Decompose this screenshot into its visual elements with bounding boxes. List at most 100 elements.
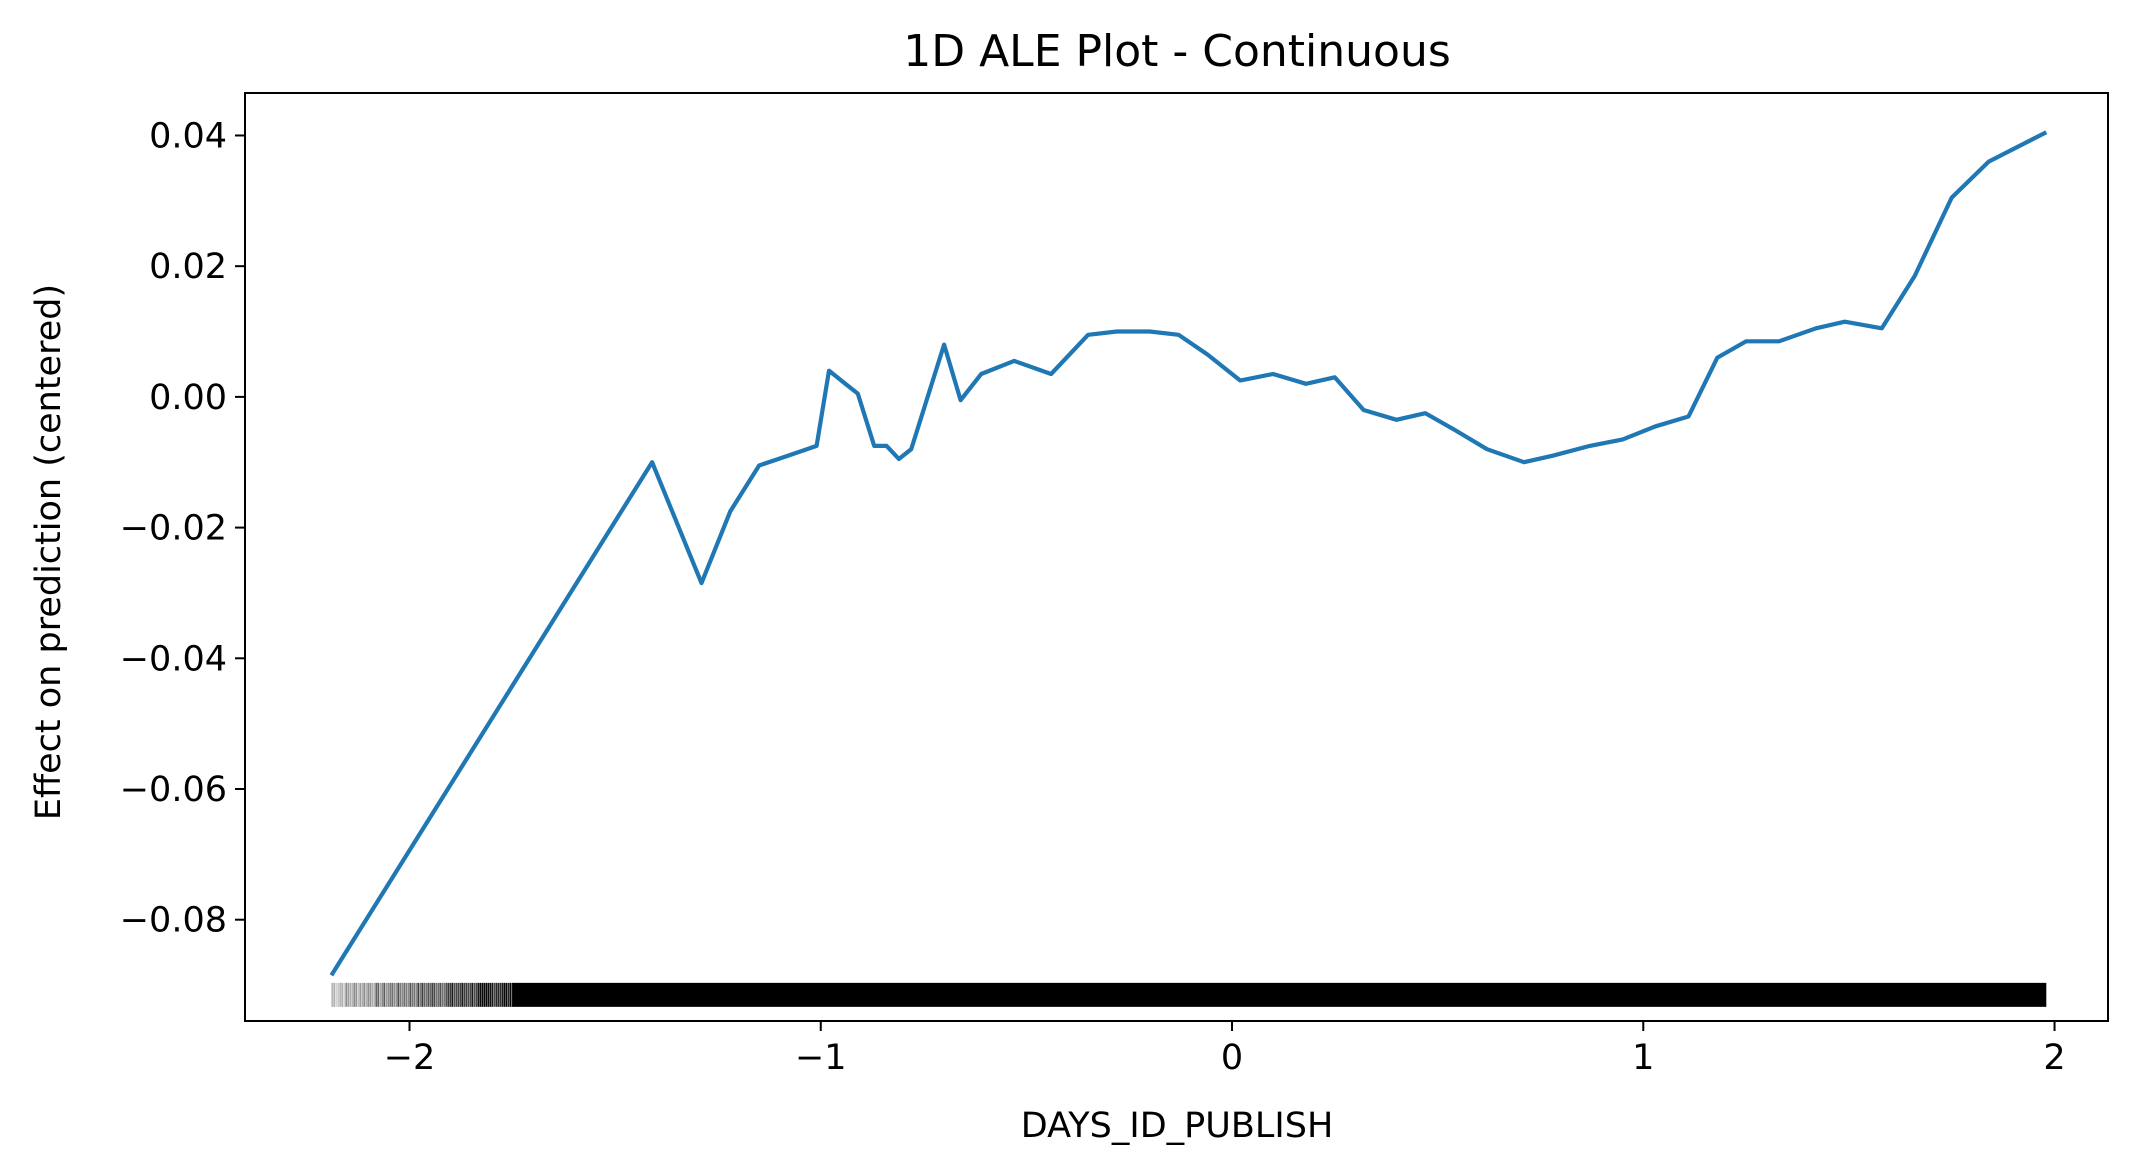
- rug-tick: [485, 982, 487, 1007]
- chart-title: 1D ALE Plot - Continuous: [903, 26, 1451, 77]
- rug-tick: [345, 982, 347, 1007]
- rug-tick: [375, 982, 377, 1007]
- rug-tick: [367, 982, 369, 1007]
- rug-tick: [383, 982, 385, 1007]
- rug-plot: [331, 982, 2047, 1007]
- rug-tick: [499, 982, 501, 1007]
- rug-tick: [351, 982, 353, 1007]
- y-tick-label: −0.08: [120, 901, 227, 941]
- y-tick-label: 0.04: [149, 116, 227, 156]
- rug-tick: [423, 982, 425, 1007]
- rug-tick: [413, 982, 415, 1007]
- x-tick-label: −1: [795, 1038, 847, 1078]
- y-tick-label: 0.00: [149, 378, 227, 418]
- rug-tick: [471, 982, 473, 1007]
- y-tick-label: 0.02: [149, 247, 227, 287]
- rug-tick: [341, 982, 343, 1007]
- rug-tick: [427, 982, 429, 1007]
- plot-frame: [244, 92, 2109, 1022]
- rug-tick: [511, 982, 513, 1007]
- rug-tick: [355, 982, 357, 1007]
- rug-tick: [451, 982, 453, 1007]
- rug-tick: [461, 982, 463, 1007]
- rug-tick: [349, 982, 351, 1007]
- rug-tick: [497, 982, 499, 1007]
- rug-tick: [399, 982, 401, 1007]
- x-tick-label: 2: [2043, 1038, 2065, 1078]
- rug-tick: [369, 982, 371, 1007]
- rug-tick: [419, 982, 421, 1007]
- rug-tick: [393, 982, 395, 1007]
- rug-dense-block: [512, 982, 2047, 1007]
- rug-tick: [457, 982, 459, 1007]
- rug-tick: [445, 982, 447, 1007]
- rug-tick: [483, 982, 485, 1007]
- rug-tick: [481, 982, 483, 1007]
- rug-tick: [371, 982, 373, 1007]
- rug-tick: [493, 982, 495, 1007]
- rug-tick: [435, 982, 437, 1007]
- rug-tick: [379, 982, 381, 1007]
- rug-tick: [363, 982, 365, 1007]
- rug-tick: [421, 982, 423, 1007]
- rug-tick: [465, 982, 467, 1007]
- rug-tick: [477, 982, 479, 1007]
- rug-tick: [439, 982, 441, 1007]
- rug-tick: [409, 982, 411, 1007]
- y-axis: 0.04 0.02 0.00 −0.02 −0.04 −0.06 −0.08: [120, 116, 245, 941]
- rug-tick: [353, 982, 355, 1007]
- rug-tick: [401, 982, 403, 1007]
- rug-tick: [469, 982, 471, 1007]
- y-axis-label: Effect on prediction (centered): [29, 284, 69, 820]
- rug-tick: [455, 982, 457, 1007]
- y-tick-label: −0.04: [120, 639, 227, 679]
- rug-tick: [415, 982, 417, 1007]
- rug-tick: [459, 982, 461, 1007]
- rug-tick: [487, 982, 489, 1007]
- ale-series-line: [329, 130, 2048, 977]
- x-axis: −2 −1 0 1 2: [384, 1021, 2066, 1078]
- rug-tick: [391, 982, 393, 1007]
- rug-tick: [475, 982, 477, 1007]
- rug-tick: [361, 982, 363, 1007]
- rug-tick: [339, 982, 341, 1007]
- rug-tick: [365, 982, 367, 1007]
- x-tick-label: −2: [384, 1038, 436, 1078]
- y-tick-label: −0.02: [120, 509, 227, 549]
- rug-tick: [377, 982, 379, 1007]
- rug-tick: [463, 982, 465, 1007]
- rug-tick: [389, 982, 391, 1007]
- rug-tick: [387, 982, 389, 1007]
- rug-tick: [333, 982, 335, 1007]
- rug-tick: [397, 982, 399, 1007]
- rug-tick: [467, 982, 469, 1007]
- rug-tick: [403, 982, 405, 1007]
- rug-tick: [489, 982, 491, 1007]
- rug-tick: [425, 982, 427, 1007]
- rug-tick: [441, 982, 443, 1007]
- x-tick-label: 0: [1221, 1038, 1243, 1078]
- rug-tick: [447, 982, 449, 1007]
- rug-tick: [395, 982, 397, 1007]
- rug-tick: [331, 982, 333, 1007]
- rug-tick: [501, 982, 503, 1007]
- rug-tick: [359, 982, 361, 1007]
- rug-tick: [479, 982, 481, 1007]
- rug-tick: [407, 982, 409, 1007]
- rug-tick: [335, 982, 337, 1007]
- rug-tick: [411, 982, 413, 1007]
- rug-tick: [507, 982, 509, 1007]
- rug-tick: [433, 982, 435, 1007]
- rug-tick: [505, 982, 507, 1007]
- rug-tick: [417, 982, 419, 1007]
- rug-tick: [357, 982, 359, 1007]
- x-tick-label: 1: [1632, 1038, 1654, 1078]
- y-tick-label: −0.06: [120, 770, 227, 810]
- rug-tick: [491, 982, 493, 1007]
- rug-tick: [347, 982, 349, 1007]
- rug-tick: [453, 982, 455, 1007]
- rug-tick: [405, 982, 407, 1007]
- rug-tick: [473, 982, 475, 1007]
- x-axis-label: DAYS_ID_PUBLISH: [1021, 1106, 1334, 1146]
